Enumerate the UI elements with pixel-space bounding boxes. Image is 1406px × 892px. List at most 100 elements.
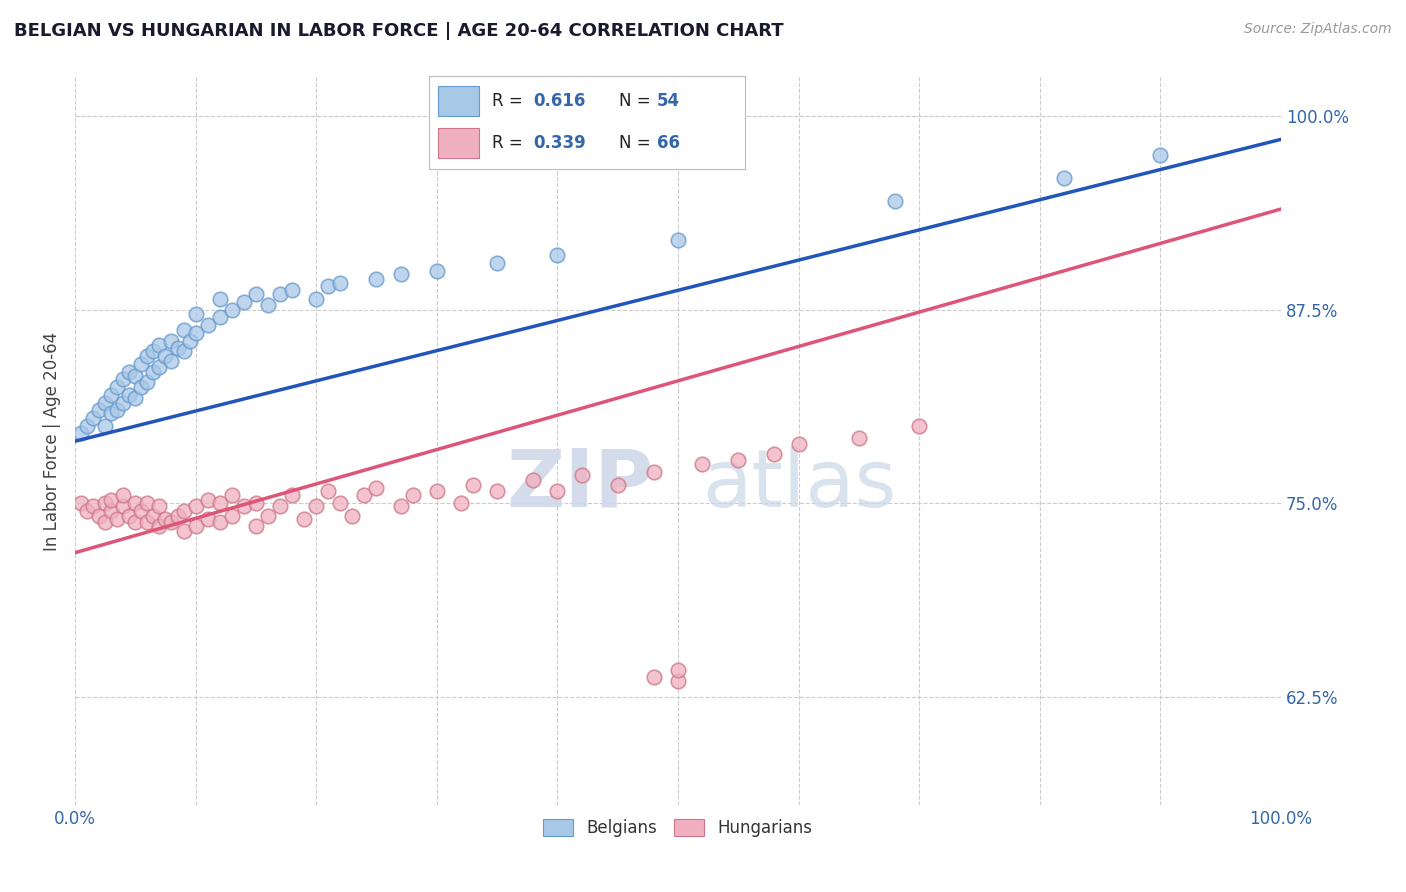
Point xyxy=(70,496,93,510)
Point xyxy=(292,511,315,525)
Point xyxy=(643,669,665,683)
Point xyxy=(666,674,689,689)
Point xyxy=(160,334,183,348)
Text: 0.616: 0.616 xyxy=(533,92,586,110)
Point xyxy=(353,488,375,502)
Point xyxy=(105,511,128,525)
Point xyxy=(112,500,135,514)
Point xyxy=(184,307,207,321)
Text: N =: N = xyxy=(619,92,655,110)
Point xyxy=(173,323,195,337)
Point xyxy=(281,283,304,297)
Point xyxy=(82,411,104,425)
Point xyxy=(160,353,183,368)
Point xyxy=(245,496,267,510)
Point xyxy=(112,488,135,502)
Point xyxy=(848,431,870,445)
Point xyxy=(136,376,159,390)
Text: ZIP: ZIP xyxy=(506,446,654,524)
Point xyxy=(232,294,254,309)
Point xyxy=(89,508,111,523)
Point xyxy=(100,493,122,508)
Point xyxy=(148,338,170,352)
Text: Source: ZipAtlas.com: Source: ZipAtlas.com xyxy=(1244,22,1392,37)
Text: N =: N = xyxy=(619,135,655,153)
Point xyxy=(70,426,93,441)
Point xyxy=(342,508,364,523)
Point xyxy=(546,483,568,498)
Point xyxy=(118,388,141,402)
Point xyxy=(257,508,280,523)
Point xyxy=(197,511,219,525)
Point xyxy=(173,524,195,538)
Point xyxy=(148,359,170,374)
Point xyxy=(305,500,328,514)
Point xyxy=(389,500,412,514)
Text: atlas: atlas xyxy=(702,446,897,524)
Point xyxy=(100,388,122,402)
Point xyxy=(155,349,177,363)
Point xyxy=(666,663,689,677)
Point xyxy=(245,287,267,301)
Point xyxy=(173,344,195,359)
Point xyxy=(666,233,689,247)
Point xyxy=(643,465,665,479)
Y-axis label: In Labor Force | Age 20-64: In Labor Force | Age 20-64 xyxy=(44,332,60,550)
Point xyxy=(82,500,104,514)
Point xyxy=(1149,148,1171,162)
Point xyxy=(316,279,339,293)
Point xyxy=(281,488,304,502)
Point xyxy=(166,342,188,356)
Point xyxy=(208,292,231,306)
Text: R =: R = xyxy=(492,92,529,110)
Point xyxy=(197,493,219,508)
Point xyxy=(184,326,207,340)
Point xyxy=(221,508,243,523)
Point xyxy=(546,248,568,262)
Point xyxy=(908,418,931,433)
Point xyxy=(124,515,146,529)
Point xyxy=(727,452,749,467)
Point xyxy=(269,287,291,301)
Point xyxy=(105,403,128,417)
Point xyxy=(305,292,328,306)
Point xyxy=(76,504,98,518)
Point xyxy=(166,508,188,523)
Point xyxy=(486,256,509,270)
Point xyxy=(884,194,907,209)
Point xyxy=(118,508,141,523)
Point xyxy=(208,310,231,325)
Point xyxy=(426,483,449,498)
Point xyxy=(402,488,425,502)
Point xyxy=(329,277,352,291)
Point xyxy=(221,488,243,502)
Point xyxy=(245,519,267,533)
Point xyxy=(208,496,231,510)
Point xyxy=(131,380,153,394)
Point xyxy=(389,267,412,281)
Point xyxy=(184,519,207,533)
Point xyxy=(105,380,128,394)
Point xyxy=(173,504,195,518)
Point xyxy=(486,483,509,498)
Point xyxy=(100,406,122,420)
Point xyxy=(136,515,159,529)
Point xyxy=(197,318,219,332)
Bar xyxy=(439,128,479,158)
Point xyxy=(124,369,146,384)
Point xyxy=(124,496,146,510)
Point xyxy=(571,468,593,483)
Point xyxy=(366,481,388,495)
Point xyxy=(179,334,201,348)
Point xyxy=(269,500,291,514)
Point xyxy=(131,504,153,518)
Point xyxy=(142,365,165,379)
Point xyxy=(89,403,111,417)
Point xyxy=(160,515,183,529)
Point xyxy=(94,515,117,529)
Point xyxy=(142,508,165,523)
Point xyxy=(763,447,786,461)
Point xyxy=(366,271,388,285)
Point xyxy=(118,365,141,379)
Point xyxy=(136,496,159,510)
